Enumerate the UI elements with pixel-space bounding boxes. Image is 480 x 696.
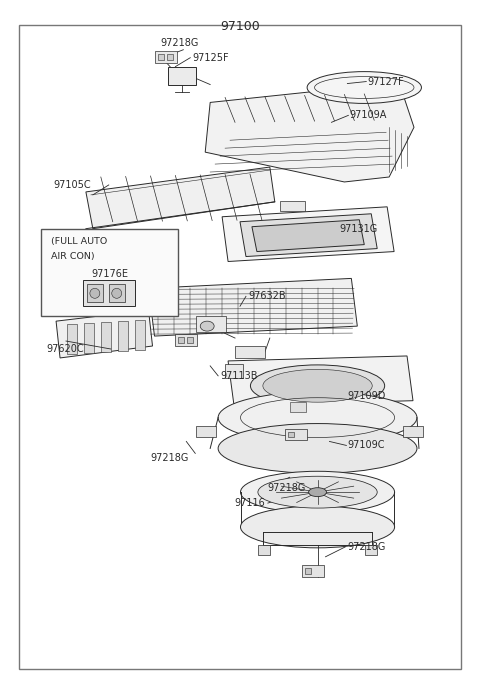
Ellipse shape [90,288,100,299]
Text: 97113B: 97113B [220,371,258,381]
Text: 97218G: 97218G [348,542,386,552]
Bar [168,67,196,84]
Ellipse shape [218,392,417,443]
Bar [290,402,306,411]
Polygon shape [228,356,413,406]
Polygon shape [222,207,394,262]
Text: AIR CON): AIR CON) [51,251,95,260]
Bar [83,280,134,306]
Bar [134,320,144,350]
Bar [403,425,423,438]
Ellipse shape [240,506,395,548]
Bar [305,568,311,574]
Text: 97632B: 97632B [248,292,286,301]
Text: 97176E: 97176E [91,269,128,280]
Text: 97218G: 97218G [268,483,306,493]
Ellipse shape [307,72,421,104]
Bar [175,334,197,346]
Ellipse shape [240,471,395,513]
Bar [196,316,226,332]
Text: 97620C: 97620C [46,344,84,354]
Text: 97105C: 97105C [53,180,91,190]
Ellipse shape [112,288,122,299]
Polygon shape [240,214,377,257]
Bar [365,545,377,555]
Ellipse shape [263,370,372,402]
Bar [285,429,307,441]
Text: 97109A: 97109A [349,111,387,120]
Text: 97100: 97100 [220,20,260,33]
Bar [280,201,305,211]
Text: (FULL AUTO: (FULL AUTO [51,237,108,246]
Ellipse shape [200,321,214,331]
Ellipse shape [258,476,377,508]
Polygon shape [56,310,153,358]
Bar [187,337,193,343]
Bar [225,364,243,378]
Polygon shape [86,167,275,229]
Bar [109,285,125,302]
Ellipse shape [218,424,417,473]
Bar [158,54,165,60]
Bar [168,54,173,60]
Polygon shape [205,83,414,182]
Text: 97109D: 97109D [348,390,386,401]
Bar [84,323,94,353]
Polygon shape [148,278,357,336]
Bar [196,425,216,438]
Text: 97127F: 97127F [367,77,404,86]
Text: 97116: 97116 [234,498,265,508]
Bar [235,346,265,358]
Bar [179,337,184,343]
Bar [258,545,270,555]
Bar [101,322,111,352]
Ellipse shape [309,488,326,497]
Bar [156,51,178,63]
Text: 97131G: 97131G [339,223,378,234]
Text: 97109C: 97109C [348,441,385,450]
Ellipse shape [251,365,384,406]
Bar [41,229,179,316]
Text: 97218G: 97218G [160,38,199,48]
Bar [67,324,77,354]
Polygon shape [252,220,364,251]
Bar [288,432,294,438]
Text: 97218G: 97218G [151,453,189,464]
Bar [118,321,128,351]
Bar [301,564,324,577]
Bar [87,285,103,302]
Text: 97125F: 97125F [192,53,229,63]
